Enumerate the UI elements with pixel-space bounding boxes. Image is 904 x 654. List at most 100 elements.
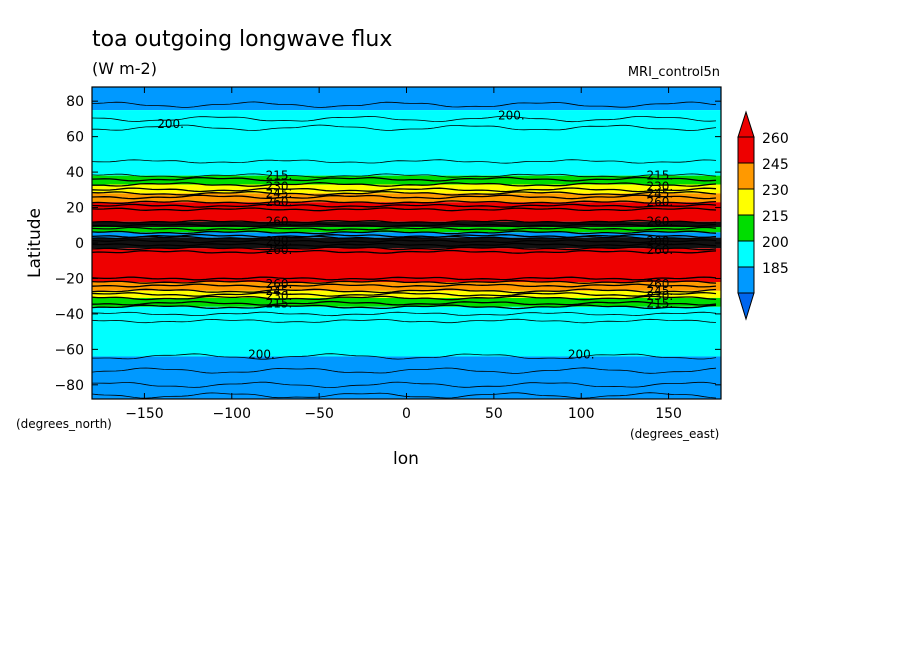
colorbar-label-2: 230 [762,183,789,199]
color-bands [92,87,721,399]
contour-label-14: 200. [646,234,673,248]
contour-label-20: 260. [646,277,673,291]
contour-line-18 [91,235,717,240]
contour-line-2 [92,124,717,131]
colorbar-label-5: 185 [762,261,789,277]
y-tick-label-8: 80 [66,94,84,110]
contour-label-1: 200. [498,108,525,122]
contour-line-30 [91,304,717,310]
y-tick-label-4: 0 [75,236,84,252]
contour-label-5: 260. [266,195,293,209]
band-15 [92,306,721,357]
contour-label-7: 230. [646,179,673,193]
y-tick-label-2: −40 [54,307,84,323]
x-tick-label-6: 150 [655,406,682,422]
contour-label-12: 260. [266,243,293,257]
x-tick-label-4: 50 [485,406,503,422]
band-0 [92,87,721,111]
y-axis-ticks: −80 −60 −40 −20 0 20 40 60 80 [54,94,721,394]
x-tick-label-2: −50 [304,406,334,422]
contour-line-12 [91,207,717,212]
contour-label-18: 230. [266,289,293,303]
contour-label-10: 260. [266,215,293,229]
contour-label-19: 215. [266,296,293,310]
contour-label-24: 200. [248,348,275,362]
colorbar-top-arrow [737,110,755,138]
x-tick-label-1: −100 [213,406,251,422]
contour-line-8 [91,190,717,196]
y-tick-label-3: −20 [54,271,84,287]
contour-label-21: 245. [646,284,673,298]
contour-line-17 [91,233,717,238]
y-tick-label-1: −60 [54,342,84,358]
band-14 [92,297,721,307]
contour-line-33 [92,353,717,360]
contour-line-16 [91,230,717,235]
contour-label-11: 200. [266,234,293,248]
contour-line-4 [91,173,717,178]
contour-line-35 [92,381,717,389]
y-tick-label-6: 40 [66,165,84,181]
colorbar-label-3: 215 [762,209,789,225]
band-16 [92,356,721,399]
colorbar-swatch-3 [737,214,755,242]
contour-label-23: 215. [646,296,673,310]
dataset-label: MRI_control5n [628,65,720,80]
contour-label-3: 230. [266,179,293,193]
x-tick-label-0: −150 [125,406,163,422]
contour-label-8: 245. [646,186,673,200]
contour-label-2: 215. [266,169,293,183]
contour-line-1 [91,115,717,123]
y-tick-label-7: 60 [66,130,84,146]
band-8 [92,227,721,233]
contour-line-23 [91,276,717,281]
contour-line-27 [91,291,717,297]
contour-line-28 [91,295,717,301]
contour-label-9: 260. [646,195,673,209]
contour-line-31 [91,311,717,317]
y-tick-label-5: 20 [66,201,84,217]
colorbar: 260 245 230 215 200 185 [737,110,789,321]
colorbar-swatch-4 [737,240,755,268]
contour-line-14 [91,223,717,228]
chart-units: (W m-2) [92,59,157,78]
contour-label-16: 260. [266,277,293,291]
x-unit-label: (degrees_east) [630,427,719,441]
contour-label-25: 200. [568,348,595,362]
contour-label-22: 230. [646,289,673,303]
contour-label-13: 260. [646,215,673,229]
contour-line-24 [91,279,717,285]
contour-line-15 [91,226,717,231]
contour-line-20 [91,242,717,247]
y-axis-label: Latitude [25,208,45,278]
band-1 [92,110,721,126]
band-10 [92,237,721,249]
x-axis-label: lon [393,449,419,469]
colorbar-label-1: 245 [762,157,789,173]
contour-line-13 [91,219,717,224]
band-7 [92,221,721,228]
contour-line-3 [91,159,717,164]
contour-label-4: 245. [266,186,293,200]
band-2 [92,126,721,176]
x-tick-label-5: 100 [568,406,595,422]
contour-line-22 [91,249,717,254]
colorbar-label-4: 200 [762,235,789,251]
colorbar-label-0: 260 [762,131,789,147]
colorbar-swatch-1 [737,162,755,190]
contour-line-11 [91,203,717,208]
contour-line-9 [91,194,717,200]
contour-labels: 200.200.215.230.245.260.215.230.245.260.… [157,108,673,361]
contour-line-21 [91,246,717,251]
contour-line-19 [91,239,717,244]
contour-label-6: 215. [646,169,673,183]
colorbar-swatch-0 [737,136,755,164]
band-6 [92,202,721,222]
contour-line-0 [91,101,717,108]
colorbar-swatch-5 [737,266,755,294]
contour-line-25 [91,283,717,288]
contour-line-5 [91,176,717,182]
contour-line-29 [91,300,717,306]
contour-label-17: 245. [266,284,293,298]
